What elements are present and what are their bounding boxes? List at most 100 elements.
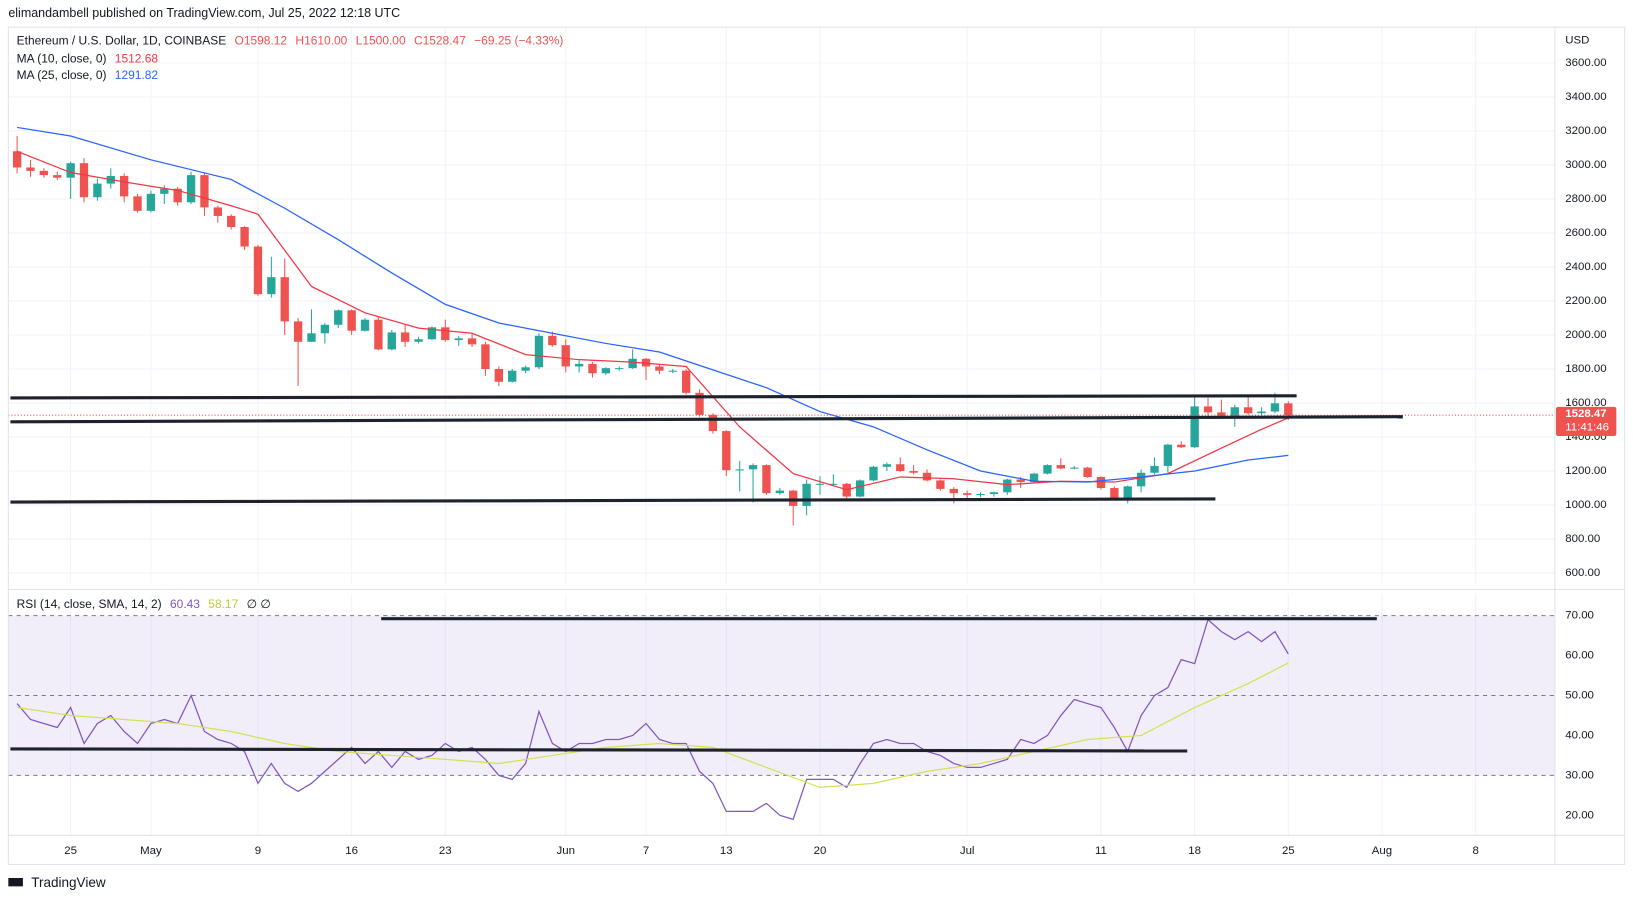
candle-body: [387, 332, 396, 350]
x-tick-label: 7: [643, 845, 649, 857]
candle-body: [601, 368, 611, 374]
candle-body: [1110, 488, 1119, 499]
candle-body: [641, 358, 651, 367]
y-tick-label: 60.00: [1565, 650, 1594, 662]
x-tick-label: 18: [1188, 845, 1201, 857]
brand-name: TradingView: [31, 875, 106, 890]
candle-body: [1177, 444, 1186, 448]
legend-value: 60.43: [170, 597, 200, 611]
candle-body: [1029, 473, 1039, 483]
candle-body: [1083, 467, 1092, 477]
x-tick-label: 13: [720, 845, 733, 857]
candle-body: [160, 188, 169, 194]
candle-body: [1070, 467, 1079, 469]
legend-value: 58.17: [208, 597, 238, 611]
ohlc-legend: −69.25 (−4.33%): [474, 34, 563, 48]
candle-body: [1123, 486, 1132, 499]
y-tick-label: 3600.00: [1565, 57, 1606, 69]
candle-body: [186, 175, 196, 203]
candle-body: [360, 319, 370, 331]
y-tick-label: 2400.00: [1565, 261, 1606, 273]
candle-body: [962, 493, 972, 495]
ohlc-legend: L1500.00: [356, 34, 406, 48]
candle-body: [681, 370, 691, 393]
x-tick-label: 11: [1095, 845, 1107, 857]
candle-body: [574, 363, 584, 367]
candle-body: [53, 175, 62, 178]
candle-body: [829, 483, 838, 485]
line-series: [16, 618, 1289, 821]
candle-body: [775, 490, 784, 494]
y-tick-label: 1000.00: [1565, 499, 1606, 511]
candle-body: [748, 465, 758, 470]
candle-body: [922, 472, 932, 481]
x-tick-label: May: [140, 845, 162, 857]
publish-info: elimandambell published on TradingView.c…: [8, 6, 400, 20]
candle-body: [628, 358, 637, 369]
candle-body: [1096, 476, 1106, 489]
brand: TradingView: [8, 875, 106, 890]
candle-body: [79, 163, 89, 198]
y-tick-label: 600.00: [1565, 567, 1600, 579]
candle-body: [896, 464, 905, 472]
ohlc-legend: C1528.47: [414, 34, 466, 48]
candle-body: [722, 431, 731, 471]
candle-body: [789, 490, 798, 506]
candle-body: [855, 480, 865, 497]
candle-body: [534, 335, 544, 368]
candle-body: [936, 480, 945, 489]
y-tick-label: 2200.00: [1565, 295, 1606, 307]
candle-body: [1163, 444, 1173, 466]
candle-body: [267, 277, 276, 295]
x-tick-label: 20: [814, 845, 827, 857]
candle-body: [1003, 479, 1012, 493]
symbol-title: Ethereum / U.S. Dollar, 1D, COINBASE: [17, 34, 227, 48]
candle-body: [521, 367, 530, 371]
candle-body: [561, 345, 570, 367]
candle-body: [173, 188, 182, 203]
legend-na: ∅ ∅: [247, 597, 271, 611]
candle-body: [1284, 403, 1293, 416]
candle-body: [1230, 407, 1239, 417]
y-tick-label: 50.00: [1565, 690, 1594, 702]
ohlc-legend: O1598.12: [235, 34, 288, 48]
y-tick-label: 70.00: [1565, 610, 1594, 622]
y-tick-label: 3200.00: [1565, 125, 1606, 137]
candle-body: [615, 368, 624, 370]
candle-body: [200, 175, 209, 208]
rsi-legend: RSI (14, close, SMA, 14, 2) 60.43 58.17 ∅ ∅: [17, 597, 271, 611]
candle-body: [119, 175, 129, 197]
candle-body: [280, 277, 289, 322]
ma-legend: MA (25, close, 0) 1291.82: [17, 68, 159, 82]
candle-body: [882, 464, 892, 467]
candle-body: [334, 310, 343, 325]
candle-body: [548, 335, 557, 346]
y-tick-label: 1600.00: [1565, 397, 1606, 409]
rsi-title: RSI (14, close, SMA, 14, 2): [17, 597, 162, 611]
legend-value: 1512.68: [115, 52, 159, 66]
candle-body: [869, 466, 878, 481]
line-series: [16, 662, 1289, 789]
candle-body: [1056, 465, 1065, 469]
y-tick-label: 2600.00: [1565, 227, 1606, 239]
legend-name: MA (25, close, 0): [17, 68, 107, 82]
candle-body: [802, 483, 811, 506]
y-tick-label: 2800.00: [1565, 193, 1606, 205]
candle-body: [1190, 406, 1199, 448]
y-tick-label: 3400.00: [1565, 91, 1606, 103]
symbol-legend: Ethereum / U.S. Dollar, 1D, COINBASE O159…: [17, 34, 564, 48]
candle-body: [454, 338, 463, 341]
x-tick-label: 9: [255, 845, 261, 857]
y-tick-label: 1800.00: [1565, 363, 1606, 375]
candle-body: [146, 193, 156, 211]
y-tick-label: 800.00: [1565, 533, 1600, 545]
x-tick-label: 25: [1282, 845, 1295, 857]
candle-body: [655, 366, 664, 371]
candle-body: [815, 483, 825, 485]
x-tick-label: 23: [439, 845, 452, 857]
candle-body: [976, 493, 985, 496]
candle-body: [374, 319, 383, 350]
candle-body: [909, 471, 918, 473]
